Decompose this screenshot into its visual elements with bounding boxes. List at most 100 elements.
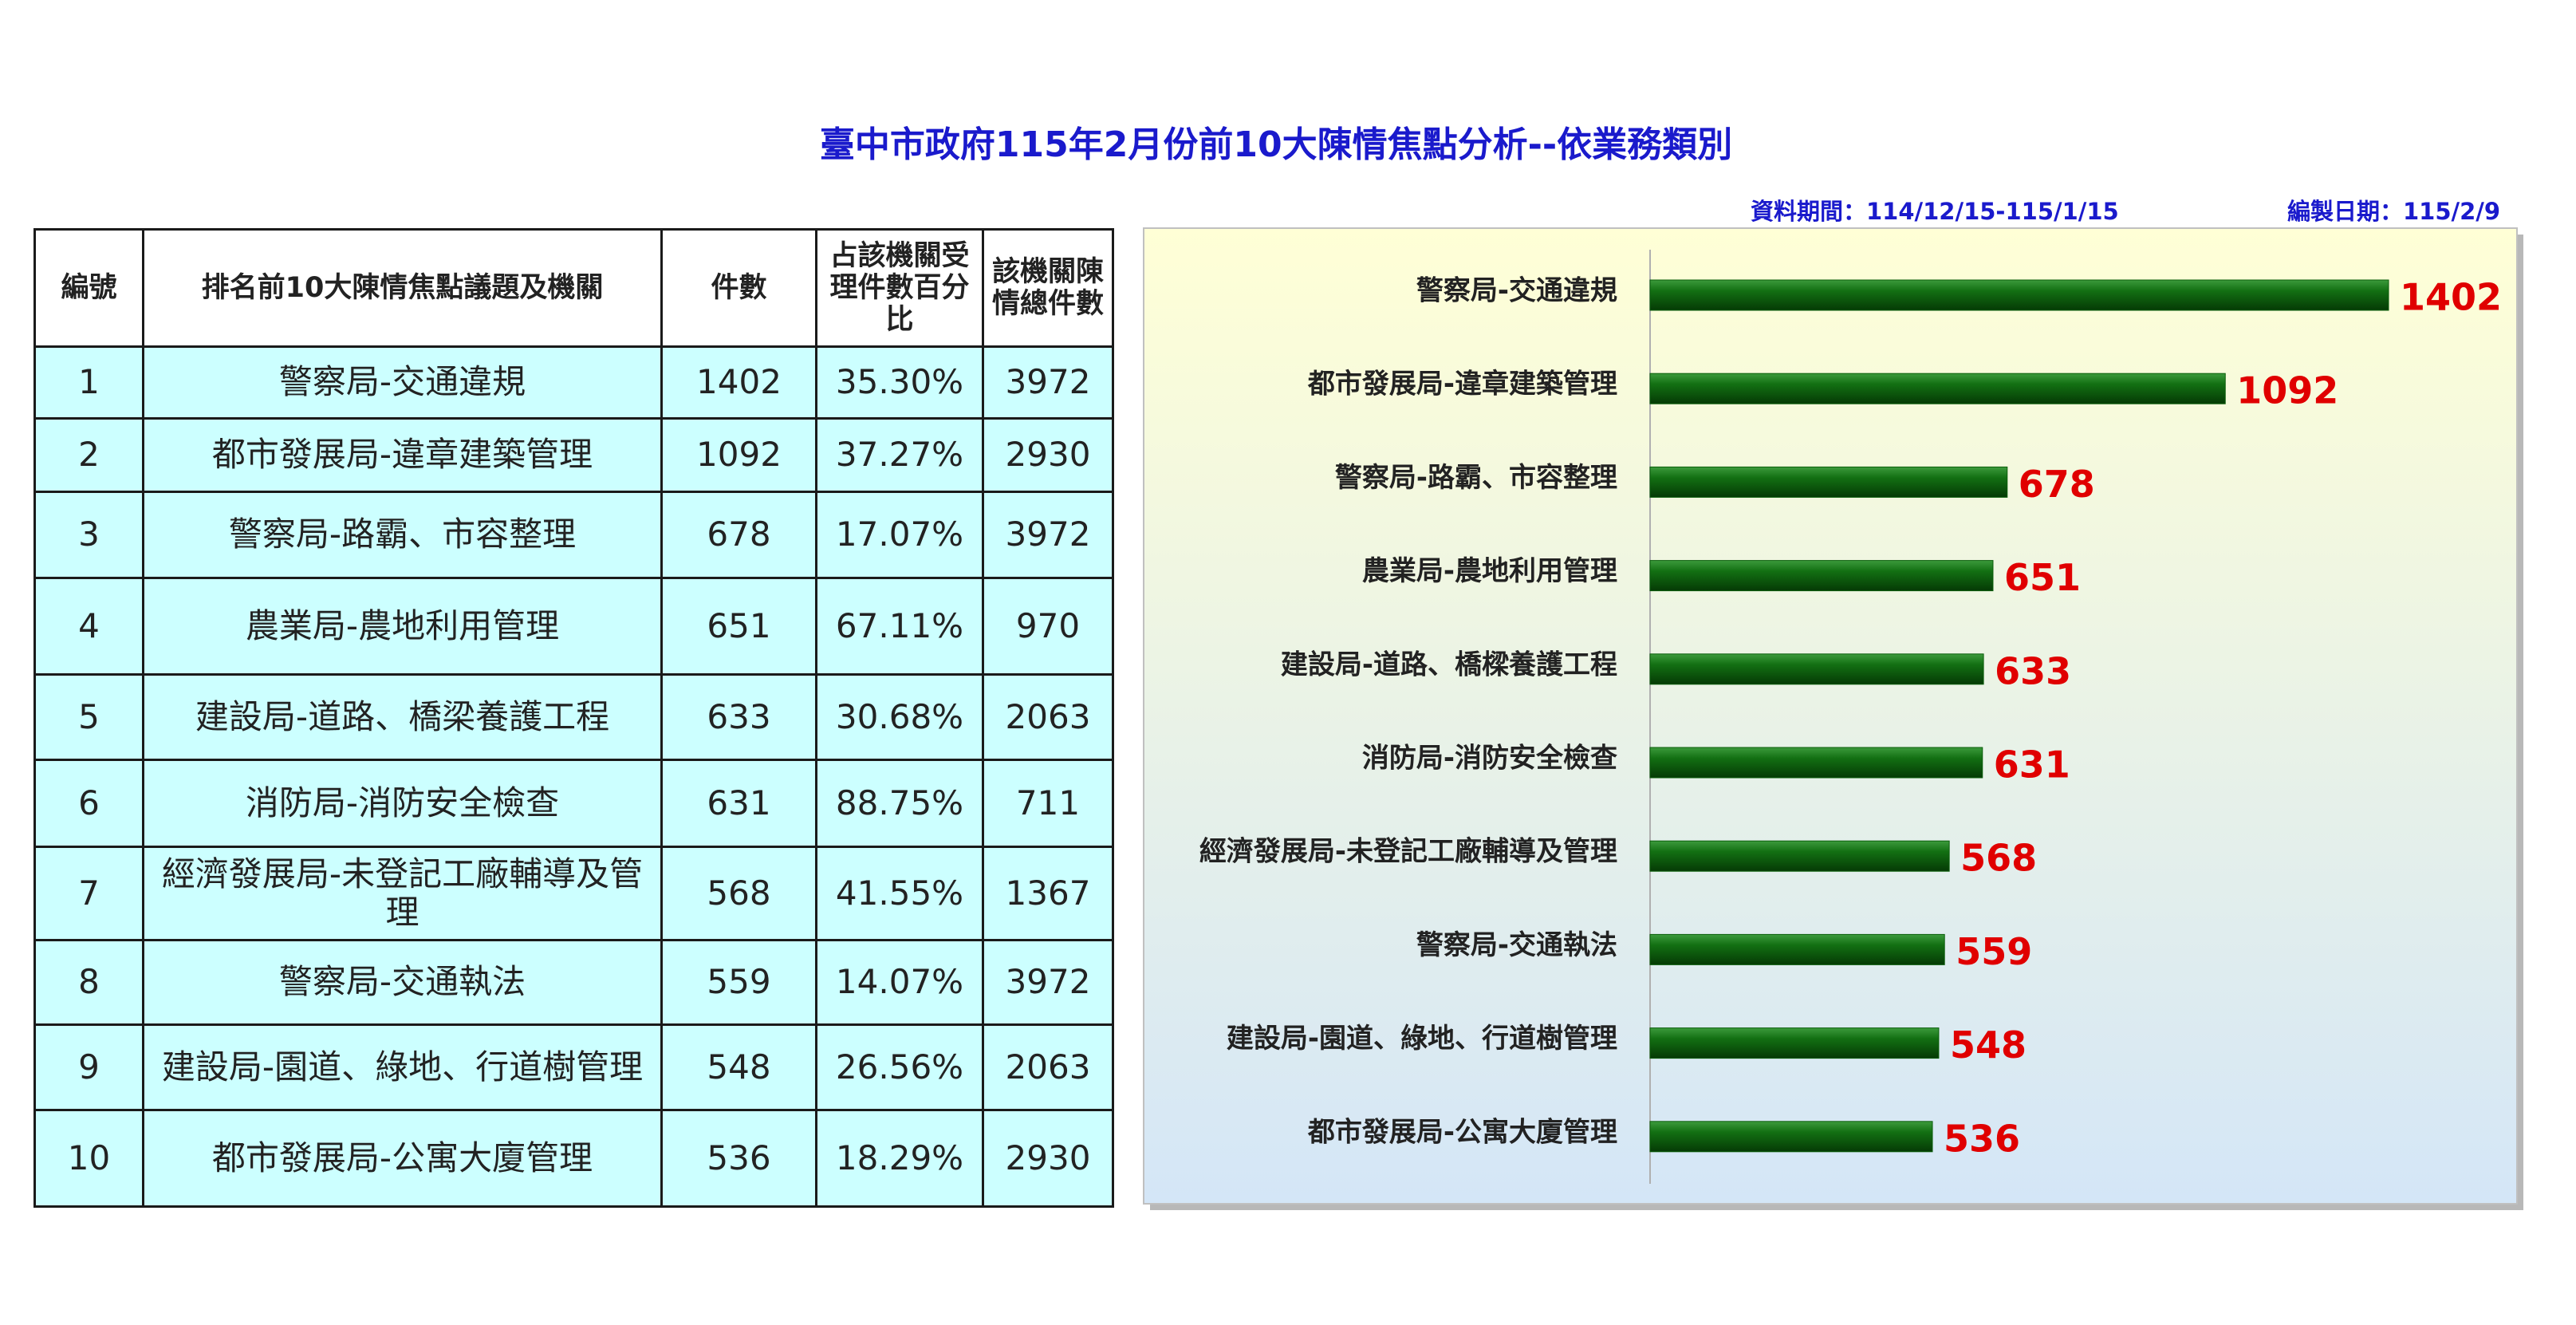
table-cell: 3972 xyxy=(982,345,1114,420)
table-cell: 18.29% xyxy=(815,1109,984,1208)
bar xyxy=(1649,279,2389,311)
table-cell: 41.55% xyxy=(815,846,984,941)
table-cell: 警察局-交通違規 xyxy=(142,345,663,420)
table-cell: 8 xyxy=(33,939,144,1026)
value-label: 631 xyxy=(1994,743,2070,787)
header-cell: 占該機關受理件數百分比 xyxy=(815,228,984,348)
table-cell: 1092 xyxy=(660,417,817,493)
table-row: 9 建設局-園道、綠地、行道樹管理 548 26.56% 2063 xyxy=(33,1023,1114,1111)
header-cell: 件數 xyxy=(660,228,817,348)
category-label: 都市發展局-違章建築管理 xyxy=(1307,369,1617,400)
table-row: 8 警察局-交通執法 559 14.07% 3972 xyxy=(33,939,1114,1026)
table-row: 2 都市發展局-違章建築管理 1092 37.27% 2930 xyxy=(33,417,1114,493)
table-cell: 消防局-消防安全檢查 xyxy=(142,759,663,848)
value-label: 1402 xyxy=(2400,276,2502,319)
table-row: 5 建設局-道路、橋梁養護工程 633 30.68% 2063 xyxy=(33,673,1114,761)
table-row: 3 警察局-路霸、市容整理 678 17.07% 3972 xyxy=(33,491,1114,579)
category-label: 警察局-路霸、市容整理 xyxy=(1335,462,1617,494)
table-row: 7 經濟發展局-未登記工廠輔導及管理 568 41.55% 1367 xyxy=(33,846,1114,941)
table-cell: 1402 xyxy=(660,345,817,420)
table-cell: 10 xyxy=(33,1109,144,1208)
page-title: 臺中市政府115年2月份前10大陳情焦點分析--依業務類別 xyxy=(819,124,1733,165)
value-label: 1092 xyxy=(2236,369,2338,412)
table-cell: 631 xyxy=(660,759,817,848)
header-row: 編號 排名前10大陳情焦點議題及機關 件數 占該機關受理件數百分比 該機關陳情總件數 xyxy=(33,228,1114,348)
table-cell: 67.11% xyxy=(815,577,984,676)
category-label: 經濟發展局-未登記工廠輔導及管理 xyxy=(1199,836,1617,868)
category-label: 消防局-消防安全檢查 xyxy=(1362,743,1617,775)
table-cell: 經濟發展局-未登記工廠輔導及管理 xyxy=(142,846,663,941)
table-cell: 3972 xyxy=(982,491,1114,579)
category-label: 警察局-交通執法 xyxy=(1416,929,1617,961)
header-cell: 該機關陳情總件數 xyxy=(982,228,1114,348)
table-cell: 37.27% xyxy=(815,417,984,493)
table-cell: 26.56% xyxy=(815,1023,984,1111)
table-cell: 2063 xyxy=(982,1023,1114,1111)
value-label: 633 xyxy=(1995,649,2071,692)
bar xyxy=(1649,747,1983,779)
table-cell: 2930 xyxy=(982,1109,1114,1208)
table-cell: 536 xyxy=(660,1109,817,1208)
table-cell: 9 xyxy=(33,1023,144,1111)
table-cell: 6 xyxy=(33,759,144,848)
table-cell: 警察局-交通執法 xyxy=(142,939,663,1026)
bar xyxy=(1649,560,1994,592)
bar xyxy=(1649,1121,1933,1153)
table-row: 1 警察局-交通違規 1402 35.30% 3972 xyxy=(33,345,1114,420)
category-label: 都市發展局-公寓大廈管理 xyxy=(1307,1116,1617,1148)
category-label: 建設局-道路、橋樑養護工程 xyxy=(1281,649,1617,680)
table-cell: 都市發展局-公寓大廈管理 xyxy=(142,1109,663,1208)
bar xyxy=(1649,933,1945,965)
compiled-date: 編製日期：115/2/9 xyxy=(2287,198,2501,225)
table-cell: 2930 xyxy=(982,417,1114,493)
bar xyxy=(1649,653,1984,685)
table-row: 4 農業局-農地利用管理 651 67.11% 970 xyxy=(33,577,1114,676)
category-label: 農業局-農地利用管理 xyxy=(1362,555,1617,587)
category-label: 警察局-交通違規 xyxy=(1416,275,1617,307)
value-label: 536 xyxy=(1944,1117,2020,1160)
table-cell: 17.07% xyxy=(815,491,984,579)
table-cell: 都市發展局-違章建築管理 xyxy=(142,417,663,493)
table-cell: 651 xyxy=(660,577,817,676)
table-cell: 3972 xyxy=(982,939,1114,1026)
value-label: 559 xyxy=(1956,930,2032,973)
value-label: 678 xyxy=(2019,463,2095,506)
table-cell: 88.75% xyxy=(815,759,984,848)
bar xyxy=(1649,840,1950,872)
ranking-table: 編號 排名前10大陳情焦點議題及機關 件數 占該機關受理件數百分比 該機關陳情總件數 1 警… xyxy=(33,228,1114,1208)
table-cell: 警察局-路霸、市容整理 xyxy=(142,491,663,579)
table-cell: 1367 xyxy=(982,846,1114,941)
table-cell: 559 xyxy=(660,939,817,1026)
category-label: 建設局-園道、綠地、行道樹管理 xyxy=(1227,1023,1617,1055)
table-cell: 711 xyxy=(982,759,1114,848)
chart-panel xyxy=(1143,227,2518,1205)
table-cell: 568 xyxy=(660,846,817,941)
table-cell: 7 xyxy=(33,846,144,941)
table-cell: 1 xyxy=(33,345,144,420)
table-cell: 548 xyxy=(660,1023,817,1111)
value-label: 548 xyxy=(1950,1023,2027,1067)
bar xyxy=(1649,1027,1940,1059)
table-cell: 建設局-園道、綠地、行道樹管理 xyxy=(142,1023,663,1111)
bar xyxy=(1649,373,2226,404)
table-cell: 633 xyxy=(660,673,817,761)
table-cell: 4 xyxy=(33,577,144,676)
table-cell: 2063 xyxy=(982,673,1114,761)
table-row: 10 都市發展局-公寓大廈管理 536 18.29% 2930 xyxy=(33,1109,1114,1208)
table-cell: 2 xyxy=(33,417,144,493)
header-cell: 排名前10大陳情焦點議題及機關 xyxy=(142,228,663,348)
bar xyxy=(1649,466,2008,498)
table-cell: 5 xyxy=(33,673,144,761)
value-label: 568 xyxy=(1960,837,2037,880)
table-cell: 35.30% xyxy=(815,345,984,420)
table-cell: 678 xyxy=(660,491,817,579)
table-cell: 建設局-道路、橋梁養護工程 xyxy=(142,673,663,761)
table-row: 6 消防局-消防安全檢查 631 88.75% 711 xyxy=(33,759,1114,848)
table-cell: 970 xyxy=(982,577,1114,676)
table-cell: 3 xyxy=(33,491,144,579)
table-cell: 30.68% xyxy=(815,673,984,761)
value-label: 651 xyxy=(2004,556,2081,599)
table-cell: 14.07% xyxy=(815,939,984,1026)
data-period: 資料期間：114/12/15-115/1/15 xyxy=(1751,198,2119,225)
